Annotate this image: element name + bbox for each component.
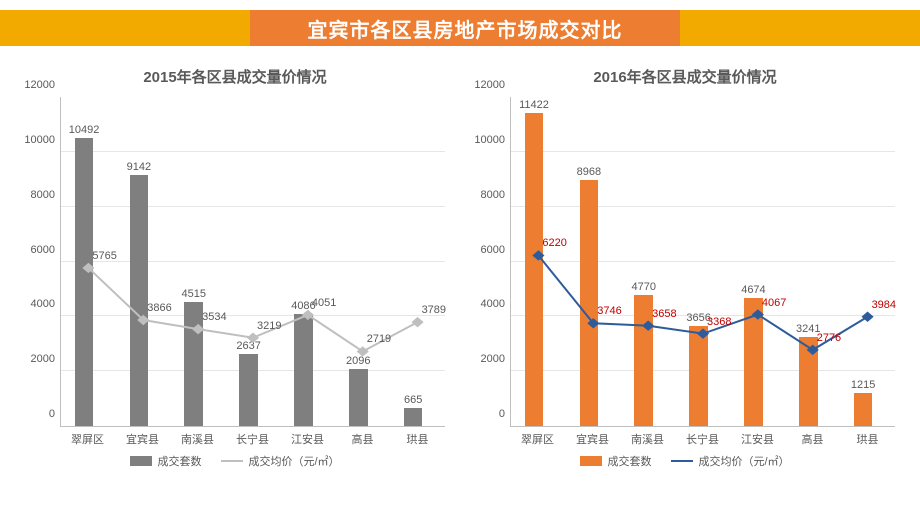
line-value-label: 3984 (872, 299, 896, 311)
legend-swatch-icon (580, 456, 602, 466)
line-marker-diamond (697, 328, 709, 338)
banner-title: 宜宾市各区县房地产市场成交对比 (250, 10, 680, 46)
legend-swatch-icon (221, 460, 243, 462)
banner-right-stripe (680, 10, 920, 46)
line-marker-diamond (587, 318, 599, 328)
line-series (511, 97, 895, 426)
x-tick-label: 珙县 (840, 427, 895, 447)
y-tick-label: 0 (499, 408, 511, 420)
line-marker-diamond (192, 324, 204, 334)
y-tick-label: 2000 (481, 353, 511, 365)
x-tick-label: 宜宾县 (115, 427, 170, 447)
x-tick-label: 江安县 (280, 427, 335, 447)
x-axis: 翠屏区宜宾县南溪县长宁县江安县高县珙县 (60, 427, 445, 447)
y-tick-label: 0 (49, 408, 61, 420)
legend-swatch-icon (671, 460, 693, 462)
line-marker-diamond (532, 250, 544, 260)
legend-label: 成交均价（元/㎡） (248, 453, 339, 469)
line-value-label: 3658 (652, 308, 676, 320)
page-banner: 宜宾市各区县房地产市场成交对比 (0, 10, 920, 46)
charts-container: 2015年各区县成交量价情况02000400060008000100001200… (0, 66, 920, 469)
chart2016: 2016年各区县成交量价情况02000400060008000100001200… (465, 66, 905, 469)
line-value-label: 3746 (597, 305, 621, 317)
x-tick-label: 高县 (335, 427, 390, 447)
chart-title: 2016年各区县成交量价情况 (465, 66, 905, 87)
legend-label: 成交均价（元/㎡） (698, 453, 789, 469)
line-marker-diamond (411, 317, 423, 327)
line-value-label: 6220 (542, 237, 566, 249)
y-tick-label: 6000 (31, 244, 61, 256)
y-tick-label: 4000 (31, 298, 61, 310)
legend-label: 成交套数 (607, 453, 651, 469)
y-tick-label: 6000 (481, 244, 511, 256)
y-tick-label: 8000 (31, 189, 61, 201)
plot-area: 0200040006000800010000120001142289684770… (510, 97, 895, 427)
legend-label: 成交套数 (157, 453, 201, 469)
line-value-label: 3368 (707, 316, 731, 328)
y-tick-label: 10000 (474, 134, 511, 146)
x-tick-label: 江安县 (730, 427, 785, 447)
line-series (61, 97, 445, 426)
y-tick-label: 12000 (24, 79, 61, 91)
chart-title: 2015年各区县成交量价情况 (15, 66, 455, 87)
x-tick-label: 翠屏区 (510, 427, 565, 447)
line-value-label: 5765 (92, 250, 116, 262)
line-marker-diamond (642, 320, 654, 330)
plot-area: 0200040006000800010000120001049291424515… (60, 97, 445, 427)
legend-item-line: 成交均价（元/㎡） (221, 453, 339, 469)
line-value-label: 3219 (257, 320, 281, 332)
x-tick-label: 高县 (785, 427, 840, 447)
y-tick-label: 10000 (24, 134, 61, 146)
x-tick-label: 珙县 (390, 427, 445, 447)
line-marker-diamond (247, 333, 259, 343)
x-axis: 翠屏区宜宾县南溪县长宁县江安县高县珙县 (510, 427, 895, 447)
y-tick-label: 8000 (481, 189, 511, 201)
line-value-label: 3789 (422, 304, 446, 316)
line-value-label: 3534 (202, 311, 226, 323)
legend-item-line: 成交均价（元/㎡） (671, 453, 789, 469)
legend-item-bars: 成交套数 (130, 453, 201, 469)
legend: 成交套数 成交均价（元/㎡） (465, 453, 905, 469)
banner-left-stripe (0, 10, 250, 46)
line-value-label: 4051 (312, 297, 336, 309)
chart2015: 2015年各区县成交量价情况02000400060008000100001200… (15, 66, 455, 469)
line-value-label: 2776 (817, 332, 841, 344)
x-tick-label: 南溪县 (620, 427, 675, 447)
legend-swatch-icon (130, 456, 152, 466)
x-tick-label: 长宁县 (675, 427, 730, 447)
y-tick-label: 12000 (474, 79, 511, 91)
x-tick-label: 翠屏区 (60, 427, 115, 447)
y-tick-label: 2000 (31, 353, 61, 365)
line-value-label: 2719 (367, 333, 391, 345)
x-tick-label: 宜宾县 (565, 427, 620, 447)
line-value-label: 3866 (147, 302, 171, 314)
line-value-label: 4067 (762, 297, 786, 309)
legend-item-bars: 成交套数 (580, 453, 651, 469)
x-tick-label: 长宁县 (225, 427, 280, 447)
legend: 成交套数 成交均价（元/㎡） (15, 453, 455, 469)
y-tick-label: 4000 (481, 298, 511, 310)
x-tick-label: 南溪县 (170, 427, 225, 447)
